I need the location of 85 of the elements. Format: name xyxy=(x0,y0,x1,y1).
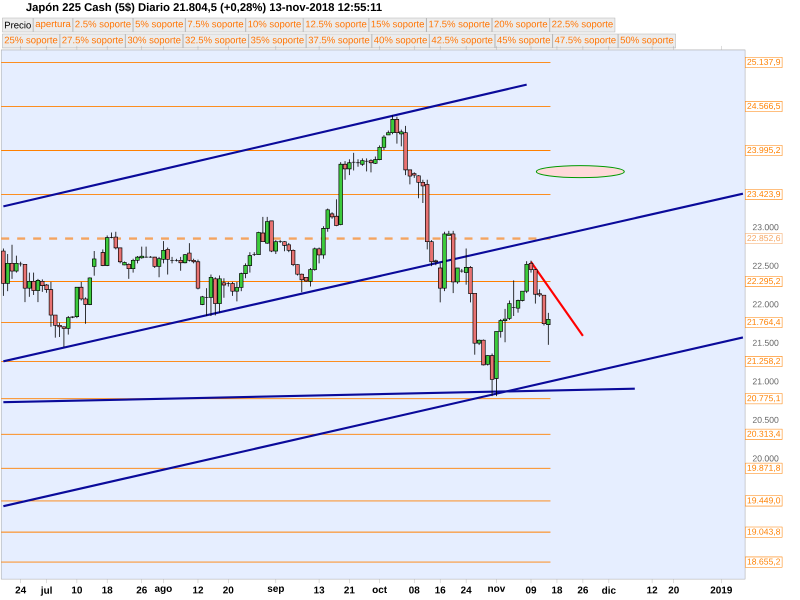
x-tick-label: 09 xyxy=(526,586,536,594)
y-tick-label: 21.000 xyxy=(752,378,778,384)
text: 37.5% soporte xyxy=(308,36,370,46)
x-tick-label: 26 xyxy=(578,586,588,594)
candlestick xyxy=(230,281,235,296)
text: 45% soporte xyxy=(497,36,550,46)
ref-line-label: 20.313,4 xyxy=(747,430,780,438)
ref-line-label: 18.655,2 xyxy=(748,558,780,566)
y-tick-label: 23.000 xyxy=(752,224,778,230)
candlestick xyxy=(182,254,188,264)
text: 10% soporte xyxy=(248,20,301,30)
ref-line-label: 21.764,4 xyxy=(747,318,780,326)
ref-line-label: 23.995,2 xyxy=(747,146,780,154)
x-tick-label: 13 xyxy=(314,586,324,594)
candlestick xyxy=(208,274,214,316)
text: 50% soporte xyxy=(620,36,674,46)
x-tick-label: 18 xyxy=(102,586,112,594)
candlestick xyxy=(31,272,36,296)
x-tick-label: nov xyxy=(488,586,506,592)
y-tick-label: 22.500 xyxy=(752,262,778,269)
candlestick xyxy=(140,246,144,260)
candlestick xyxy=(347,158,352,176)
x-tick-label: 20 xyxy=(223,586,234,594)
candlestick xyxy=(390,114,395,135)
text: Precio xyxy=(4,21,31,28)
candlestick xyxy=(14,255,18,273)
text: 32.5% soporte xyxy=(185,36,246,46)
x-tick-label: oct xyxy=(372,586,387,593)
y-tick-label: 22.000 xyxy=(752,301,778,308)
x-tick-label: 21 xyxy=(344,586,355,594)
candlestick xyxy=(130,258,136,273)
text: apertura xyxy=(36,20,71,29)
ref-line-label: 22.852,6 xyxy=(747,234,780,242)
x-tick-label: ago xyxy=(154,586,172,594)
text: 7.5% soporte xyxy=(188,20,244,30)
candlestick xyxy=(178,256,183,272)
text: 15% soporte xyxy=(372,20,424,30)
y-tick-label: 20.500 xyxy=(752,416,778,423)
candlestick xyxy=(92,250,96,276)
text: 35% soporte xyxy=(250,36,304,46)
x-tick-label: 12 xyxy=(647,586,658,594)
text: 5% soporte xyxy=(135,20,183,30)
x-tick-label: 2019 xyxy=(710,586,732,594)
ref-line-label: 22.295,2 xyxy=(747,278,780,286)
candlestick xyxy=(394,116,400,144)
text: 20% soporte xyxy=(494,20,548,30)
text: 47.5% soporte xyxy=(554,36,616,46)
x-tick-label: sep xyxy=(268,586,284,594)
x-tick-label: 26 xyxy=(136,586,147,594)
candlestick xyxy=(36,278,40,302)
candlestick xyxy=(368,158,374,173)
text: 27.5% soporte xyxy=(62,36,123,46)
text: 12.5% soporte xyxy=(306,20,366,30)
x-tick-label: 24 xyxy=(460,586,472,594)
x-tick-label: 20 xyxy=(668,586,679,594)
x-tick-label: 10 xyxy=(72,586,82,594)
x-tick-label: 24 xyxy=(15,586,26,594)
ref-line-label: 19.871,8 xyxy=(748,464,780,472)
x-tick-label: 08 xyxy=(409,586,420,594)
chart-title: Japón 225 Cash (5$) Diario 21.804,5 (+0,28%) 13-nov-2018 12:55:11 xyxy=(26,2,382,14)
x-tick-label: 18 xyxy=(552,586,562,594)
candlestick xyxy=(66,316,70,335)
ref-line-label: 25.137,9 xyxy=(747,58,780,66)
x-tick-label: 12 xyxy=(193,586,204,594)
ref-line-label: 24.566,5 xyxy=(747,102,780,110)
text: 42.5% soporte xyxy=(432,36,493,46)
candlestick xyxy=(256,231,261,256)
text: 22.5% soporte xyxy=(552,20,613,30)
candlestick xyxy=(416,174,421,199)
text: 2.5% soporte xyxy=(75,20,131,30)
y-tick-label: 21.500 xyxy=(752,340,778,346)
x-tick-label: jul xyxy=(40,586,52,596)
candlestick xyxy=(22,264,28,302)
ref-line-label: 20.775,1 xyxy=(747,395,780,402)
y-tick-label: 20.000 xyxy=(752,455,778,462)
ref-line-label: 19.449,0 xyxy=(748,497,780,504)
text: 25% soporte xyxy=(4,36,58,46)
text: 17.5% soporte xyxy=(429,20,490,30)
text: 30% soporte xyxy=(128,36,181,46)
ref-line-label: 19.043,8 xyxy=(748,528,780,536)
text: 40% soporte xyxy=(374,36,427,46)
x-tick-label: 16 xyxy=(435,586,446,594)
ref-line-label: 23.423,9 xyxy=(747,190,780,198)
ref-line-label: 21.258,2 xyxy=(747,358,780,365)
x-tick-label: dic xyxy=(602,586,616,594)
